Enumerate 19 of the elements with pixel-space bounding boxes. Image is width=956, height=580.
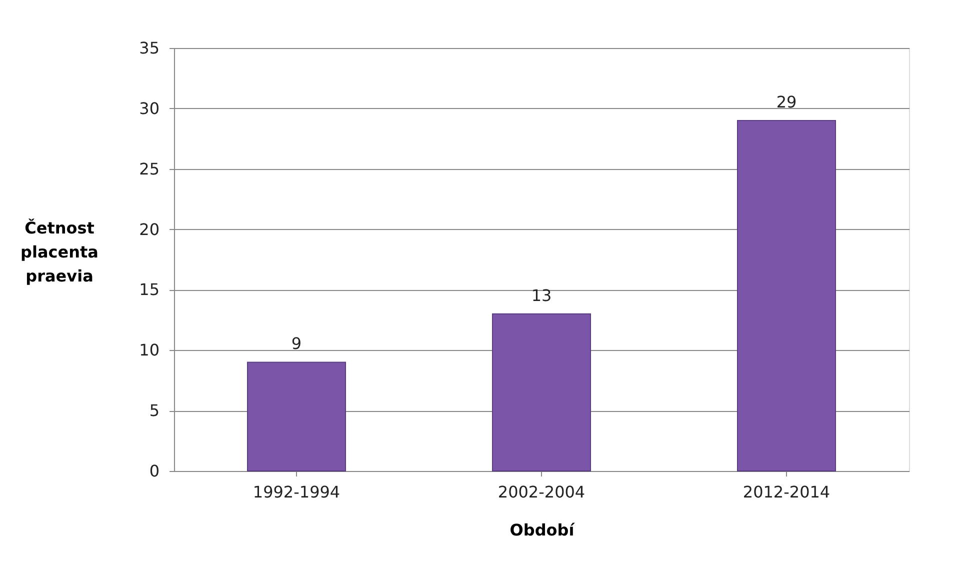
- y-tick-label: 10: [139, 340, 160, 360]
- x-tick-label: 2012-2014: [742, 482, 830, 502]
- y-tick-label: 35: [139, 38, 160, 58]
- y-tick-label: 0: [149, 462, 160, 480]
- x-tick-label: 2002-2004: [498, 482, 586, 502]
- bar: [247, 362, 346, 472]
- bar: [737, 120, 836, 472]
- x-tick-label: 1992-1994: [252, 482, 340, 502]
- y-tick-label: 30: [139, 98, 160, 118]
- y-tick-label: 25: [139, 159, 160, 178]
- y-tick-label: 20: [139, 220, 160, 239]
- data-label: 29: [776, 92, 797, 112]
- data-label: 9: [291, 334, 302, 354]
- x-axis-title: Období: [510, 520, 576, 540]
- y-tick-label: 15: [139, 280, 160, 300]
- data-label: 13: [531, 286, 552, 305]
- bar: [492, 313, 591, 472]
- y-axis-title: Četnost placenta praevia: [20, 218, 98, 286]
- y-tick-label: 5: [149, 401, 160, 420]
